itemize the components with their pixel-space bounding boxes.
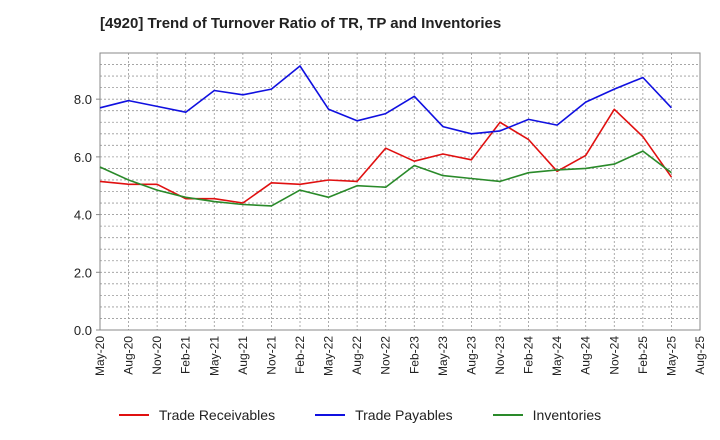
y-tick-label: 4.0 — [74, 208, 92, 223]
x-tick-label: Aug-20 — [122, 336, 136, 375]
x-tick-label: May-23 — [436, 336, 450, 376]
legend-label: Trade Payables — [355, 407, 453, 423]
x-tick-label: Aug-25 — [693, 336, 707, 375]
x-tick-labels: May-20 Aug-20 Nov-20 Feb-21 May-21 Aug-21 Nov-… — [93, 336, 707, 376]
legend-item-inventories: Inventories — [492, 404, 602, 426]
x-tick-label: Feb-21 — [179, 336, 193, 374]
x-tick-label: Aug-21 — [236, 336, 250, 375]
x-tick-label: Feb-23 — [407, 336, 421, 374]
y-tick-label: 0.0 — [74, 323, 92, 338]
x-tick-label: May-20 — [93, 336, 107, 376]
legend-swatch — [118, 414, 149, 416]
series-line-trade-receivables — [99, 108, 673, 204]
legend-swatch — [492, 414, 523, 416]
x-tick-label: Nov-23 — [493, 336, 507, 375]
legend-item-trade-receivables: Trade Receivables — [118, 404, 276, 426]
x-tick-label: Feb-25 — [636, 336, 650, 374]
y-tick-label: 2.0 — [74, 265, 92, 280]
x-tick-label: Nov-24 — [607, 336, 621, 375]
series-line-inventories — [99, 150, 672, 207]
legend-label: Trade Receivables — [158, 407, 276, 423]
x-tick-label: Feb-22 — [293, 336, 307, 374]
grid-lines — [99, 52, 701, 330]
legend-label: Inventories — [532, 407, 602, 423]
legend-item-trade-payables: Trade Payables — [315, 404, 453, 426]
axes — [99, 52, 701, 331]
legend: Trade Receivables Trade Payables Inventori… — [0, 404, 720, 426]
x-tick-label: May-22 — [322, 336, 336, 376]
x-tick-label: Feb-24 — [522, 336, 536, 374]
y-tick-label: 6.0 — [74, 150, 92, 165]
y-tick-label: 8.0 — [74, 92, 92, 107]
y-tick-labels: 0.0 2.0 4.0 6.0 8.0 — [74, 92, 100, 338]
x-tick-label: Aug-22 — [350, 336, 364, 375]
x-tick-label: Aug-24 — [579, 336, 593, 375]
chart-title: [4920] Trend of Turnover Ratio of TR, TP… — [100, 15, 502, 32]
x-tick-label: Aug-23 — [464, 336, 478, 375]
legend-swatch — [315, 414, 346, 416]
x-tick-label: May-21 — [207, 336, 221, 376]
x-tick-label: May-24 — [550, 336, 564, 376]
x-tick-label: Nov-22 — [379, 336, 393, 375]
series-lines — [99, 65, 673, 207]
plot-frame — [99, 52, 701, 331]
series-line-trade-payables — [99, 65, 672, 135]
x-tick-label: May-25 — [664, 336, 678, 376]
x-tick-label: Nov-20 — [150, 336, 164, 375]
x-tick-label: Nov-21 — [264, 336, 278, 375]
